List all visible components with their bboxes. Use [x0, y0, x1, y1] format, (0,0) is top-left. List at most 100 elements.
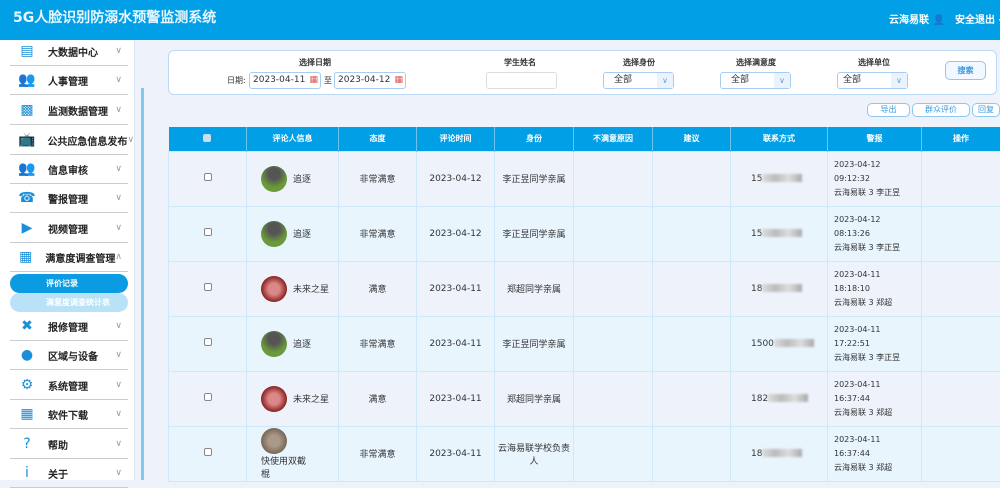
- alarm-info: 云海易联 3 李正昱: [834, 351, 921, 365]
- sidebar-item[interactable]: ▩监测数据管理∨: [10, 96, 128, 125]
- unit-label: 选择单位: [858, 57, 890, 68]
- table-row: 追逐 非常满意 2023-04-12 李正昱同学亲属 15 2023-04-12…: [169, 151, 1000, 206]
- calendar-icon[interactable]: ▦: [394, 73, 403, 88]
- select-all-checkbox[interactable]: [203, 134, 211, 142]
- user-name[interactable]: 云海易联 👤: [889, 11, 945, 26]
- redacted-mask: [762, 174, 802, 182]
- alarm-date: 2023-04-11: [834, 378, 921, 392]
- reviewer-name: 追逐: [293, 172, 311, 185]
- sidebar-item[interactable]: ⚙系统管理∨: [10, 371, 128, 400]
- row-checkbox[interactable]: [204, 228, 212, 236]
- sidebar-subitem[interactable]: 满意度调查统计表: [10, 293, 128, 312]
- date-label: 选择日期: [299, 57, 331, 68]
- date-from-input[interactable]: 2023-04-11▦: [249, 72, 321, 89]
- sidebar-item[interactable]: ✖报修管理∨: [10, 312, 128, 341]
- export-button[interactable]: 导出: [867, 103, 910, 117]
- sidebar-item[interactable]: 👥人事管理∨: [10, 66, 128, 95]
- avatar: [261, 331, 287, 357]
- contact-cell: 18: [731, 426, 828, 481]
- row-checkbox[interactable]: [204, 338, 212, 346]
- sidebar-item[interactable]: ▤大数据中心∨: [10, 37, 128, 66]
- alarm-time: 16:37:44: [834, 447, 921, 461]
- avatar: [261, 428, 287, 454]
- users-icon: 👥: [18, 72, 36, 88]
- row-select-cell: [169, 261, 247, 316]
- reason-cell: [574, 371, 653, 426]
- sidebar-item[interactable]: ?帮助∨: [10, 430, 128, 459]
- time-cell: 2023-04-11: [417, 261, 495, 316]
- alarm-info: 云海易联 3 郑超: [834, 296, 921, 310]
- alarm-info: 云海易联 3 郑超: [834, 406, 921, 420]
- user-label: 云海易联: [889, 15, 929, 26]
- alarm-date: 2023-04-11: [834, 433, 921, 447]
- row-checkbox[interactable]: [204, 283, 212, 291]
- review-table: 评论人信息态度评论时间身份不满意原因建议联系方式警报操作 追逐 非常满意 202…: [168, 127, 1000, 482]
- table-row: 未来之星 满意 2023-04-11 郑超同学亲属 182 2023-04-11…: [169, 371, 1000, 426]
- attitude-cell: 非常满意: [339, 206, 417, 261]
- sidebar-item-label: 大数据中心: [48, 44, 115, 59]
- redacted-mask: [774, 339, 814, 347]
- alarm-date: 2023-04-11: [834, 268, 921, 282]
- row-checkbox[interactable]: [204, 448, 212, 456]
- contact-cell: 182: [731, 371, 828, 426]
- time-cell: 2023-04-12: [417, 151, 495, 206]
- sidebar-item[interactable]: 📺公共应急信息发布∨: [10, 126, 128, 155]
- satisfaction-select[interactable]: 全部∨: [720, 72, 791, 89]
- search-button[interactable]: 搜索: [945, 61, 986, 80]
- unit-select[interactable]: 全部∨: [837, 72, 908, 89]
- column-header: 操作: [922, 127, 1000, 151]
- suggestion-cell: [653, 316, 731, 371]
- sidebar-item[interactable]: ▶视频管理∨: [10, 214, 128, 243]
- row-checkbox[interactable]: [204, 393, 212, 401]
- public-review-button[interactable]: 群众评价: [912, 103, 970, 117]
- identity-value: 全部: [607, 75, 632, 85]
- sidebar-item[interactable]: ▦满意度调查管理∧: [10, 243, 128, 272]
- redacted-mask: [762, 284, 802, 292]
- suggestion-cell: [653, 426, 731, 481]
- chevron-down-icon: ∨: [657, 73, 673, 88]
- reviewer-name: 追逐: [293, 337, 311, 350]
- identity-cell: 李正昱同学亲属: [495, 151, 574, 206]
- calendar-icon[interactable]: ▦: [309, 73, 318, 88]
- student-name-input[interactable]: [486, 72, 557, 89]
- row-checkbox[interactable]: [204, 173, 212, 181]
- reply-button[interactable]: 回复: [972, 103, 1000, 117]
- sidebar-item-label: 监测数据管理: [48, 103, 115, 118]
- date-to-input[interactable]: 2023-04-12▦: [334, 72, 406, 89]
- reviewer-cell: 快使用双截棍: [247, 426, 339, 481]
- time-cell: 2023-04-11: [417, 371, 495, 426]
- alarm-time: 16:37:44: [834, 392, 921, 406]
- alarm-info: 云海易联 3 郑超: [834, 461, 921, 475]
- sidebar-subitem[interactable]: 评价记录: [10, 274, 128, 293]
- table-row: 追逐 非常满意 2023-04-11 李正昱同学亲属 1500 2023-04-…: [169, 316, 1000, 371]
- chevron-down-icon: ∨: [115, 75, 122, 85]
- row-select-cell: [169, 206, 247, 261]
- reason-cell: [574, 206, 653, 261]
- phone-number: 15: [751, 174, 762, 184]
- alarm-date: 2023-04-11: [834, 323, 921, 337]
- name-label: 学生姓名: [504, 57, 536, 68]
- chevron-down-icon: ∨: [115, 321, 122, 331]
- reviewer-name: 未来之星: [293, 282, 329, 295]
- alarm-time: 09:12:32: [834, 172, 921, 186]
- table-header: 评论人信息态度评论时间身份不满意原因建议联系方式警报操作: [169, 127, 1000, 151]
- row-select-cell: [169, 316, 247, 371]
- identity-select[interactable]: 全部 ∨: [603, 72, 674, 89]
- sidebar-item[interactable]: 👥信息审核∨: [10, 155, 128, 184]
- audit-icon: 👥: [18, 161, 36, 177]
- unit-value: 全部: [841, 75, 861, 85]
- identity-cell: 郑超同学亲属: [495, 371, 574, 426]
- sidebar-item-label: 关于: [48, 466, 115, 481]
- logout-button[interactable]: 安全退出 ⇥: [955, 11, 1000, 26]
- select-all-header[interactable]: [169, 127, 247, 151]
- info-icon: i: [18, 465, 36, 481]
- sidebar-item[interactable]: ●区域与设备∨: [10, 341, 128, 370]
- sidebar-scrollbar[interactable]: [141, 88, 144, 480]
- sidebar-item[interactable]: ▦软件下载∨: [10, 400, 128, 429]
- contact-cell: 18: [731, 261, 828, 316]
- sidebar-item[interactable]: ☎警报管理∨: [10, 184, 128, 213]
- attitude-cell: 非常满意: [339, 151, 417, 206]
- sidebar-item-label: 系统管理: [48, 378, 115, 393]
